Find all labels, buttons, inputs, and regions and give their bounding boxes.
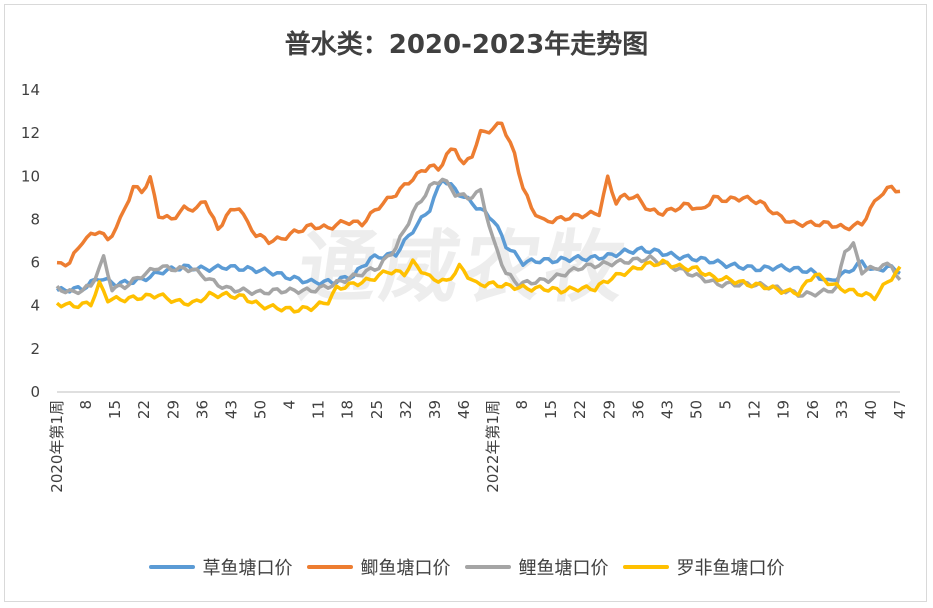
x-tick-label: 33 — [833, 400, 851, 419]
x-tick-label: 2022年第1周 — [484, 400, 502, 493]
x-tick-label: 11 — [310, 400, 328, 419]
x-tick-label: 50 — [251, 400, 269, 419]
x-tick-label: 50 — [688, 400, 706, 419]
x-tick-label: 39 — [426, 400, 444, 419]
legend-item-crucian-carp: 鲫鱼塘口价 — [306, 554, 451, 580]
x-tick-label: 36 — [629, 400, 647, 419]
y-tick-label: 8 — [30, 210, 40, 228]
x-tick-label: 46 — [455, 400, 473, 419]
chart-title: 普水类：2020-2023年走势图 — [284, 30, 649, 60]
legend: 草鱼塘口价 鲫鱼塘口价 鲤鱼塘口价 罗非鱼塘口价 — [0, 554, 933, 580]
y-tick-label: 4 — [30, 297, 40, 315]
x-tick-label: 8 — [513, 400, 531, 410]
x-tick-label: 43 — [658, 400, 676, 419]
series-lines — [55, 121, 902, 314]
legend-label: 鲫鱼塘口价 — [360, 558, 451, 579]
legend-item-common-carp: 鲤鱼塘口价 — [464, 554, 609, 580]
legend-swatch — [622, 565, 669, 569]
x-tick-label: 29 — [164, 400, 182, 419]
x-tick-label: 22 — [571, 400, 589, 419]
x-axis: 2020年第1周 8 15 22 29 36 43 50 4 11 18 25 32 39 46 2022年第… — [48, 391, 909, 493]
x-tick-label: 26 — [804, 400, 822, 419]
x-tick-label: 18 — [339, 400, 357, 419]
legend-label: 罗非鱼塘口价 — [676, 558, 785, 579]
x-tick-label: 43 — [222, 400, 240, 419]
legend-label: 草鱼塘口价 — [202, 558, 293, 579]
chart-frame — [4, 4, 927, 602]
x-tick-label: 5 — [717, 400, 735, 410]
legend-item-tilapia: 罗非鱼塘口价 — [622, 554, 785, 580]
legend-label: 鲤鱼塘口价 — [518, 558, 609, 579]
x-tick-label: 36 — [193, 400, 211, 419]
y-axis: 0 2 4 6 8 10 12 14 — [21, 81, 40, 401]
legend-swatch — [306, 565, 353, 569]
x-tick-label: 25 — [368, 400, 386, 419]
x-tick-label: 8 — [77, 400, 95, 410]
legend-swatch — [464, 565, 511, 569]
x-tick-label: 22 — [135, 400, 153, 419]
x-tick-label: 4 — [281, 400, 299, 410]
x-tick-label: 12 — [746, 400, 764, 419]
x-tick-label: 19 — [775, 400, 793, 419]
x-tick-label: 29 — [600, 400, 618, 419]
legend-swatch — [148, 565, 195, 569]
x-tick-label: 15 — [542, 400, 560, 419]
x-tick-label: 40 — [862, 400, 880, 419]
y-tick-label: 0 — [30, 383, 40, 401]
legend-item-grass-carp: 草鱼塘口价 — [148, 554, 293, 580]
series-line-1 — [56, 121, 901, 268]
y-tick-label: 14 — [21, 81, 40, 99]
series-line-0 — [56, 178, 901, 294]
x-tick-label: 32 — [397, 400, 415, 419]
x-tick-label: 47 — [891, 400, 909, 419]
series-line-3 — [55, 258, 902, 314]
series-line-2 — [55, 177, 902, 298]
y-tick-label: 2 — [30, 340, 40, 358]
y-tick-label: 12 — [21, 124, 40, 142]
y-tick-label: 6 — [30, 254, 40, 272]
y-tick-label: 10 — [21, 167, 40, 185]
x-tick-label: 15 — [106, 400, 124, 419]
x-tick-label: 2020年第1周 — [48, 400, 66, 493]
